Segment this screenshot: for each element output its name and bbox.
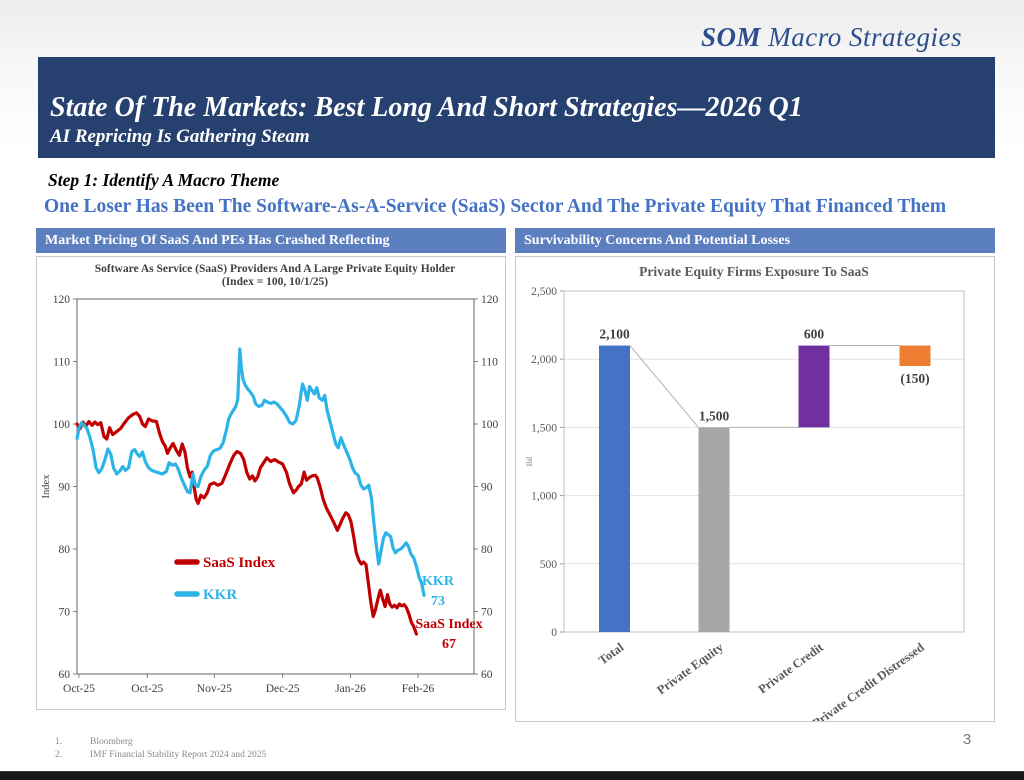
svg-text:Oct-25: Oct-25 <box>131 683 163 695</box>
svg-text:2,100: 2,100 <box>599 327 630 342</box>
svg-text:60: 60 <box>481 669 493 681</box>
svg-text:(Index = 100, 10/1/25): (Index = 100, 10/1/25) <box>222 276 328 288</box>
svg-text:Software As Service (SaaS) Pro: Software As Service (SaaS) Providers And… <box>95 263 456 275</box>
svg-text:90: 90 <box>59 482 71 494</box>
svg-text:SaaS Index: SaaS Index <box>203 555 276 571</box>
logo-macro-strategies: Macro Strategies <box>761 22 962 52</box>
svg-text:2,500: 2,500 <box>531 286 557 298</box>
saas-kkr-line-chart-panel: Software As Service (SaaS) Providers And… <box>36 256 506 710</box>
svg-text:Private Equity: Private Equity <box>654 640 726 698</box>
svg-text:1,000: 1,000 <box>531 491 557 503</box>
svg-text:SaaS Index: SaaS Index <box>415 617 482 632</box>
footnotes: 1. Bloomberg 2. IMF Financial Stability Re… <box>55 736 266 761</box>
svg-text:80: 80 <box>59 544 71 556</box>
svg-text:Dec-25: Dec-25 <box>266 683 300 695</box>
right-panel-header: Survivability Concerns And Potential Los… <box>515 228 995 253</box>
footnote-2-number: 2. <box>55 749 63 760</box>
logo-som: SOM <box>701 22 762 52</box>
svg-text:110: 110 <box>53 357 70 369</box>
svg-text:Private Equity Firms Exposure: Private Equity Firms Exposure To SaaS <box>639 264 869 279</box>
svg-text:0: 0 <box>551 627 557 639</box>
slide-title: State Of The Markets: Best Long And Shor… <box>50 91 981 123</box>
title-banner: State Of The Markets: Best Long And Shor… <box>38 57 995 158</box>
page-number: 3 <box>962 731 972 748</box>
svg-text:Feb-26: Feb-26 <box>402 683 435 695</box>
saas-kkr-line-chart: Software As Service (SaaS) Providers And… <box>41 263 499 695</box>
slide-subtitle: AI Repricing Is Gathering Steam <box>50 126 310 147</box>
slide-title-lead: State Of The Markets: <box>50 91 315 123</box>
pe-exposure-bar-chart: Private Equity Firms Exposure To SaaS 0 50… <box>525 264 965 730</box>
svg-text:Bil: Bil <box>525 456 534 467</box>
left-panel-header: Market Pricing Of SaaS And PEs Has Crash… <box>36 228 506 253</box>
svg-text:2,000: 2,000 <box>531 354 557 366</box>
svg-text:Jan-26: Jan-26 <box>335 683 366 695</box>
svg-text:Total: Total <box>596 640 627 668</box>
svg-text:73: 73 <box>431 594 445 609</box>
svg-text:KKR: KKR <box>422 574 455 589</box>
svg-text:Private Credit Distressed: Private Credit Distressed <box>810 640 927 721</box>
svg-text:Oct-25: Oct-25 <box>63 683 95 695</box>
svg-text:1,500: 1,500 <box>531 422 557 434</box>
svg-text:60: 60 <box>59 669 71 681</box>
footnote-1-text: Bloomberg <box>90 737 133 747</box>
svg-text:90: 90 <box>481 482 493 494</box>
footnote-1: 1. Bloomberg <box>55 736 266 749</box>
pe-exposure-bar-chart-panel: Private Equity Firms Exposure To SaaS 0 50… <box>515 256 995 730</box>
svg-text:100: 100 <box>53 419 71 431</box>
section-headline: One Loser Has Been The Software-As-A-Ser… <box>44 196 947 217</box>
svg-text:1,500: 1,500 <box>699 408 730 423</box>
company-logo: SOM Macro Strategies <box>701 22 962 53</box>
svg-text:100: 100 <box>481 419 499 431</box>
svg-text:80: 80 <box>481 544 493 556</box>
svg-text:KKR: KKR <box>203 587 237 603</box>
svg-text:500: 500 <box>540 559 558 571</box>
svg-text:70: 70 <box>481 607 493 619</box>
svg-text:120: 120 <box>53 294 71 306</box>
step-label: Step 1: Identify A Macro Theme <box>48 170 280 190</box>
svg-text:Index: Index <box>41 474 52 499</box>
bottom-divider-bar <box>0 771 1024 780</box>
slide-title-emphasis: Best Long And Short Strategies—2026 Q1 <box>314 91 803 123</box>
footnote-1-number: 1. <box>55 737 63 747</box>
svg-text:110: 110 <box>481 357 498 369</box>
svg-text:70: 70 <box>59 607 71 619</box>
svg-text:120: 120 <box>481 294 499 306</box>
svg-text:67: 67 <box>442 637 456 652</box>
svg-text:Nov-25: Nov-25 <box>197 683 232 695</box>
footnote-2-text: IMF Financial Stability Report 2024 and … <box>90 749 267 760</box>
footnote-2: 2. IMF Financial Stability Report 2024 an… <box>55 749 266 762</box>
svg-text:600: 600 <box>804 327 825 342</box>
svg-text:(150): (150) <box>900 371 929 386</box>
svg-text:Private Credit: Private Credit <box>756 640 827 697</box>
